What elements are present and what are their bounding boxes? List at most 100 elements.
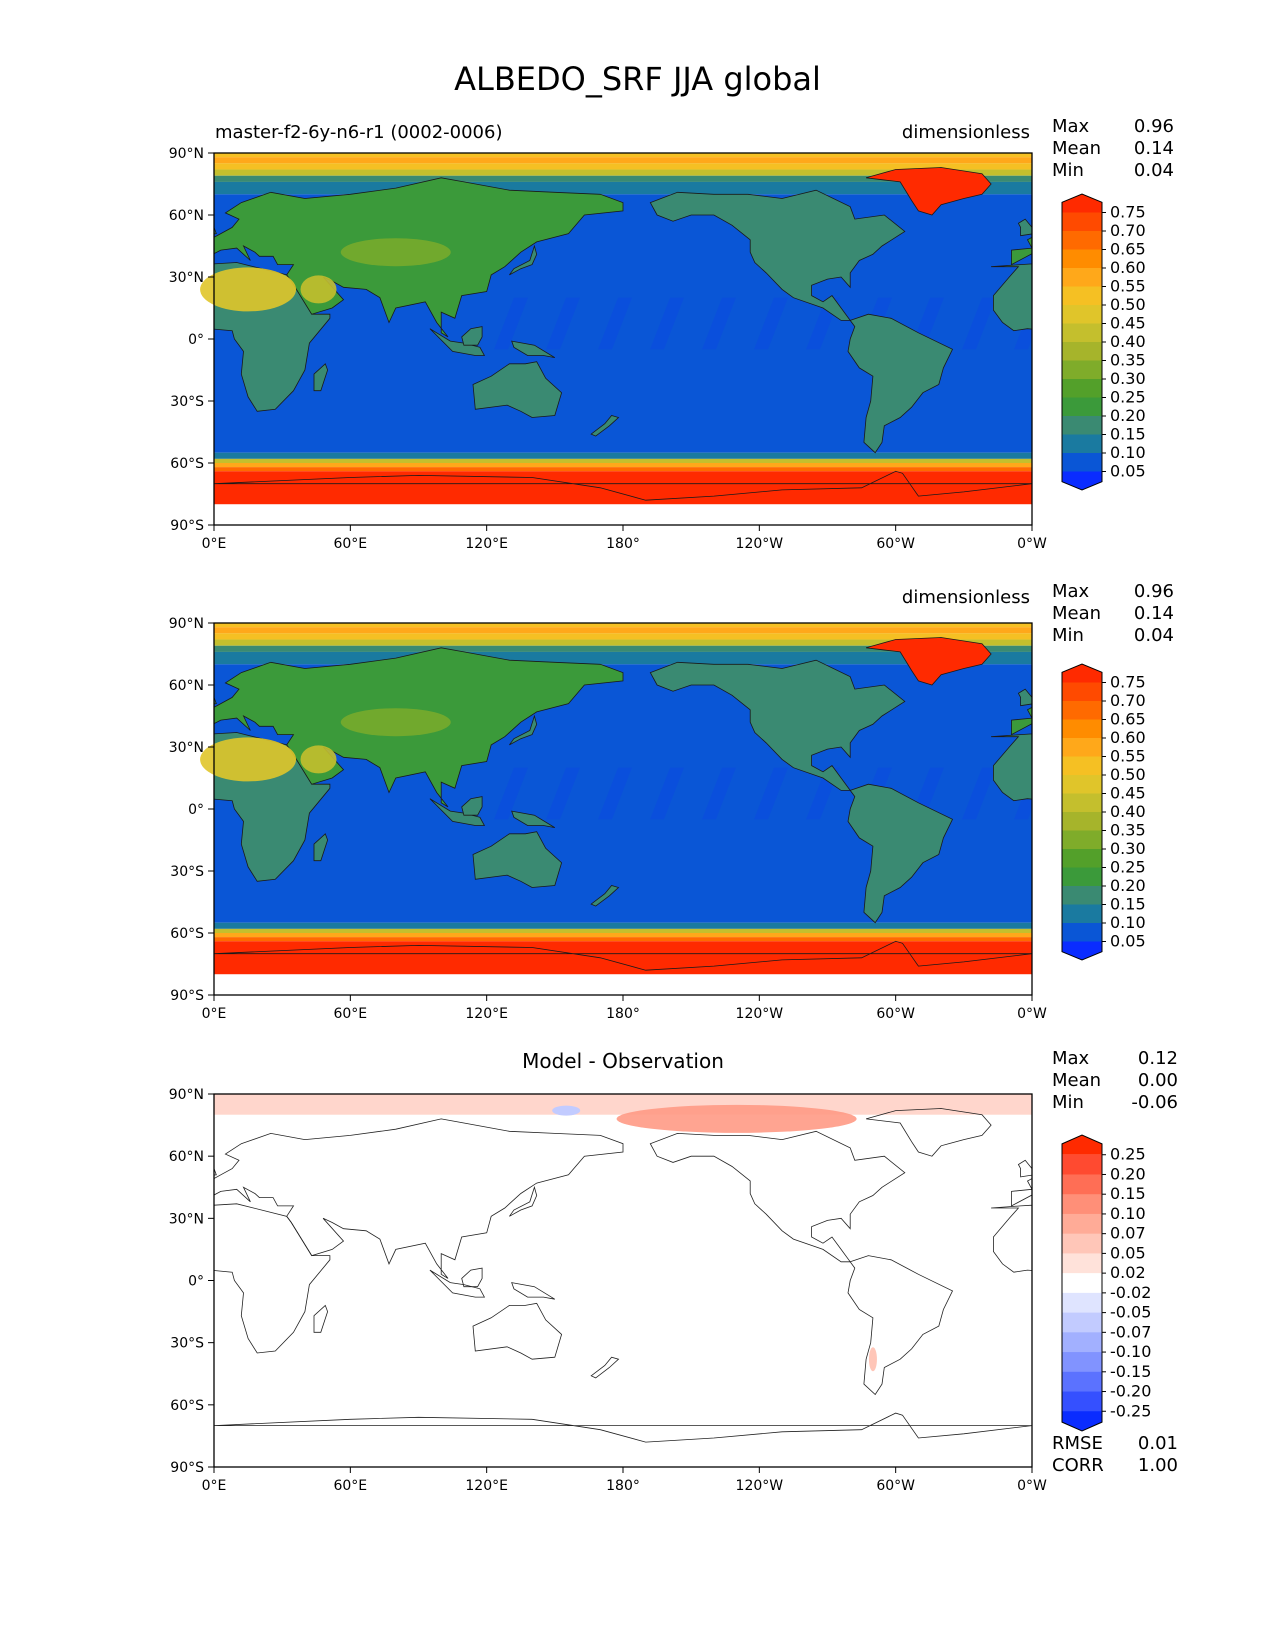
x-tick-label-1-6: 0°W [1017, 1006, 1047, 1022]
panel1-min-value: 0.04 [1133, 160, 1174, 181]
colorbar-label-1-0: 0.75 [1110, 673, 1146, 692]
colorbar-swatch-1-12 [1062, 886, 1102, 905]
band-1-4 [214, 645, 1032, 652]
ocean-streak-0-4 [702, 297, 736, 350]
land-africa-1 [991, 733, 1032, 802]
centralasia-0 [340, 238, 451, 267]
y-tick-label-1-2: 30°N [169, 740, 204, 756]
land-antarctica-0-wrap1 [214, 483, 215, 485]
x-tick-label-2-3: 180° [606, 1478, 640, 1494]
ocean-streak-0-9 [962, 297, 996, 350]
colorbar-swatch-1-7 [1062, 793, 1102, 813]
y-tick-label-1-3: 0° [188, 802, 204, 818]
colorbar-label-0-10: 0.25 [1110, 388, 1146, 407]
land-namerica-0-wrap1 [0, 190, 87, 320]
land-newzealand-1 [590, 885, 620, 907]
diff-arctic-low [552, 1105, 581, 1116]
panel2-mean-value: 0.14 [1133, 603, 1174, 624]
colorbar-label-0-0: 0.75 [1110, 203, 1146, 222]
panel3-corr-label: CORR [1052, 1455, 1104, 1476]
land-greenland-0-wrap1 [48, 168, 173, 216]
colorbar-outline-2 [1061, 1134, 1103, 1432]
land-antarctica-2-wrap1 [214, 1425, 215, 1427]
colorbar-swatch-0-7 [1062, 323, 1102, 343]
x-tick-label-2-2: 120°E [465, 1478, 508, 1494]
colorbar-swatch-2-0 [1062, 1135, 1102, 1155]
colorbar-swatch-0-4 [1062, 268, 1102, 287]
y-tick-label-1-5: 60°S [170, 926, 204, 942]
colorbar-swatch-2-1 [1062, 1154, 1102, 1175]
x-tick-label-0-3: 180° [606, 536, 640, 552]
colorbar-label-0-14: 0.05 [1110, 462, 1146, 481]
colorbar-swatch-0-13 [1062, 434, 1102, 454]
land-greenland-2-wrap1 [48, 1109, 173, 1157]
y-tick-label-0-0: 90°N [169, 146, 204, 162]
panel2-units: dimensionless [901, 587, 1030, 608]
panel3-rmse-value: 0.01 [1137, 1433, 1178, 1454]
land-uk-2-wrap1 [214, 1167, 217, 1176]
colorbar-label-1-2: 0.65 [1110, 710, 1146, 729]
panel3-mean-label: Mean [1052, 1070, 1102, 1091]
band-0-0 [214, 153, 1032, 158]
colorbar-swatch-0-0 [1062, 194, 1102, 213]
colorbar-label-2-3: 0.10 [1110, 1204, 1146, 1223]
colorbar-label-0-5: 0.50 [1110, 295, 1146, 314]
colorbar-label-0-9: 0.30 [1110, 369, 1146, 388]
x-tick-label-0-6: 0°W [1017, 536, 1047, 552]
land-indonesia-1 [429, 798, 486, 826]
colorbar-swatch-1-6 [1062, 775, 1102, 794]
land-borneo-0 [461, 326, 483, 346]
colorbar-label-2-9: -0.07 [1110, 1322, 1151, 1341]
land-indonesia-2-wrap2 [1248, 1270, 1275, 1297]
colorbar-label-1-6: 0.45 [1110, 784, 1146, 803]
colorbar-label-0-12: 0.15 [1110, 425, 1146, 444]
land-eurasia-0 [1011, 236, 1032, 266]
colorbar-swatch-2-5 [1062, 1233, 1102, 1254]
y-tick-label-0-4: 30°S [170, 394, 204, 410]
band-0-9 [214, 463, 1032, 468]
colorbar-swatch-0-14 [1062, 453, 1102, 472]
x-tick-label-1-1: 60°E [333, 1006, 367, 1022]
ocean-streak-0-5 [754, 297, 788, 350]
land-samerica-0-wrap1 [30, 314, 135, 453]
ocean-streak-1-0 [494, 767, 528, 820]
band-1-7 [214, 922, 1032, 929]
colorbar-swatch-0-15 [1062, 471, 1102, 490]
panel3-max-value: 0.12 [1137, 1048, 1178, 1069]
colorbar-swatch-1-14 [1062, 923, 1102, 942]
colorbar-label-1-10: 0.25 [1110, 858, 1146, 877]
colorbar-label-0-2: 0.65 [1110, 240, 1146, 259]
colorbar-label-1-5: 0.50 [1110, 765, 1146, 784]
colorbar-label-2-2: 0.15 [1110, 1184, 1146, 1203]
diff-andes-high [868, 1347, 877, 1372]
land-eurasia-2-wrap1 [214, 1118, 624, 1279]
colorbar-label-1-11: 0.20 [1110, 876, 1146, 895]
colorbar-label-1-1: 0.70 [1110, 691, 1146, 710]
y-tick-label-2-0: 90°N [169, 1087, 204, 1103]
colorbar-swatch-1-4 [1062, 738, 1102, 757]
land-newzealand-2 [590, 1356, 620, 1379]
colorbar-swatch-1-0 [1062, 664, 1102, 683]
y-tick-label-2-2: 30°N [169, 1211, 204, 1227]
x-tick-label-2-6: 0°W [1017, 1478, 1047, 1494]
y-tick-label-0-2: 30°N [169, 270, 204, 286]
diff-arctic-high [616, 1104, 857, 1133]
colorbar-swatch-0-6 [1062, 305, 1102, 324]
land-borneo-2 [461, 1267, 483, 1288]
colorbar-swatch-2-4 [1062, 1213, 1102, 1235]
panel2-min-label: Min [1052, 625, 1084, 646]
colorbar-swatch-0-12 [1062, 416, 1102, 435]
band-1-2 [214, 633, 1032, 640]
colorbar-swatch-1-10 [1062, 849, 1102, 868]
colorbar-swatch-2-8 [1062, 1292, 1102, 1314]
panel2-min-value: 0.04 [1133, 625, 1174, 646]
colorbar-label-1-4: 0.55 [1110, 747, 1146, 766]
panel1-max-label: Max [1052, 116, 1090, 137]
y-tick-label-2-1: 60°N [169, 1149, 204, 1165]
colorbar-swatch-2-6 [1062, 1253, 1102, 1274]
x-tick-label-0-4: 120°W [736, 536, 784, 552]
colorbar-label-2-0: 0.25 [1110, 1145, 1146, 1164]
ocean-streak-1-9 [962, 767, 996, 820]
land-australia-1 [472, 831, 563, 888]
land-newzealand-0 [590, 415, 620, 437]
